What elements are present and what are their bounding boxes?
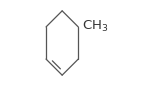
Text: CH$_3$: CH$_3$ <box>82 18 108 34</box>
